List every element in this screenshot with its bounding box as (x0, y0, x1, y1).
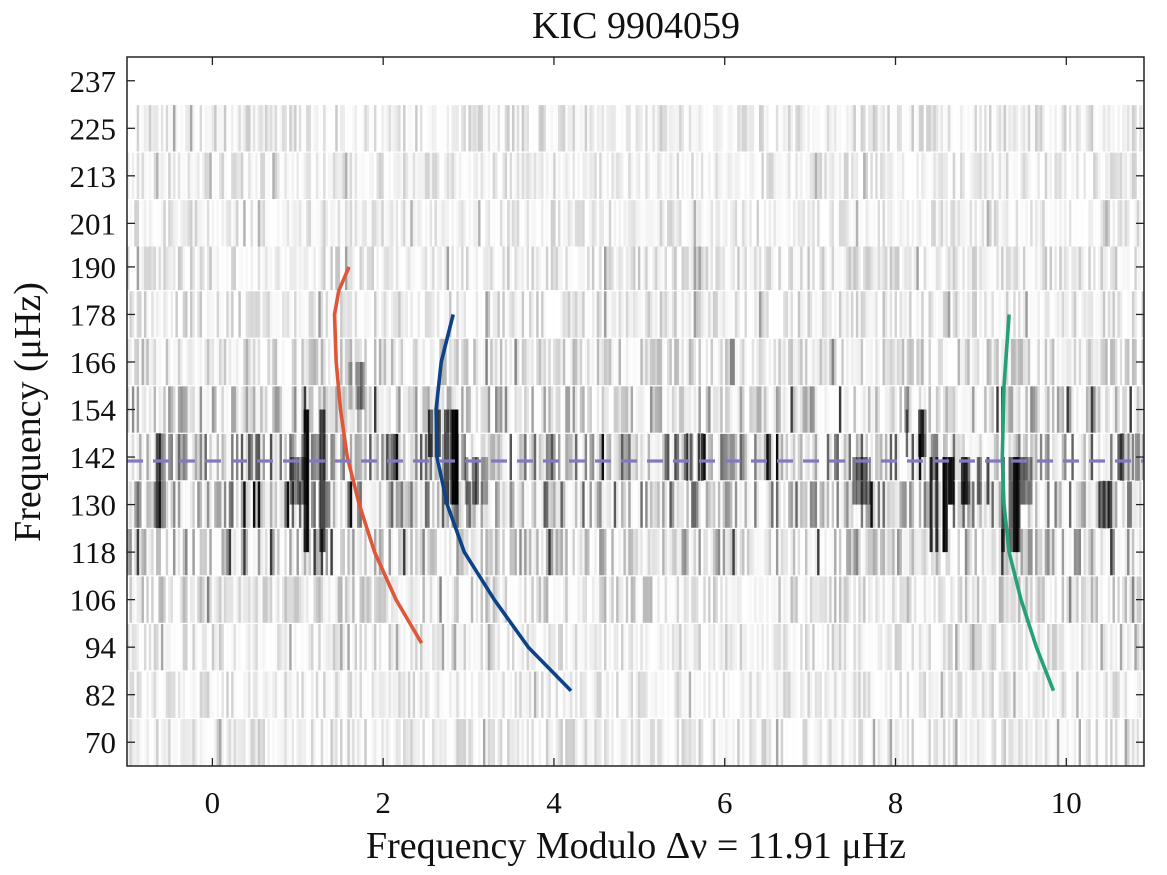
y-axis-ticks: 70 82 94 106 118 130 142 154 166 178 190 201 213 225 2… (70, 64, 1144, 760)
mode-ridge-6 (929, 457, 948, 553)
y-tick-label: 237 (70, 64, 117, 99)
mode-ridge-7 (947, 457, 971, 505)
y-axis-title: Frequency (μHz) (7, 282, 49, 542)
x-tick-label: 10 (1051, 785, 1082, 820)
y-tick-label: 106 (70, 583, 117, 618)
y-tick-label: 82 (85, 678, 116, 713)
echelle-row-225 (127, 105, 1145, 152)
y-tick-label: 154 (70, 393, 117, 428)
mode-ridges (155, 361, 1141, 553)
y-tick-label: 225 (70, 111, 117, 146)
echelle-row-82 (127, 671, 1145, 718)
echelle-row-142 (127, 433, 1145, 481)
ridge-curves (332, 266, 1056, 692)
y-tick-label: 142 (70, 440, 117, 475)
y-tick-label: 94 (85, 630, 117, 665)
y-tick-label: 70 (85, 725, 116, 760)
echelle-row-190 (127, 243, 1145, 291)
x-tick-label: 2 (375, 785, 391, 820)
ridge-curve-3 (1000, 314, 1056, 692)
chart-title: KIC 9904059 (532, 5, 740, 47)
y-tick-label: 190 (70, 250, 117, 285)
echelle-row-166 (127, 338, 1145, 386)
x-tick-label: 0 (205, 785, 221, 820)
plot-frame (126, 56, 1145, 767)
echelle-row-70 (127, 719, 1145, 766)
mode-ridge-1 (289, 457, 309, 505)
echelle-row-130 (127, 481, 1145, 528)
mode-ridge-11 (1019, 457, 1033, 505)
mode-ridge-16 (464, 457, 489, 505)
y-tick-label: 166 (70, 345, 117, 380)
y-tick-label: 118 (71, 535, 116, 570)
ridge-curve-2 (434, 314, 573, 692)
echelle-row-106 (127, 576, 1145, 623)
mode-ridge-8 (905, 409, 927, 458)
x-tick-label: 8 (888, 785, 904, 820)
echelle-heatmap (127, 105, 1145, 766)
echelle-row-154 (127, 386, 1145, 433)
mode-ridge-2 (444, 409, 459, 505)
y-tick-label: 130 (70, 488, 117, 523)
y-tick-label: 201 (70, 206, 117, 241)
x-axis-ticks: 0 2 4 6 8 10 (205, 57, 1082, 820)
y-tick-label: 178 (70, 297, 117, 332)
mode-ridge-12 (1098, 480, 1113, 529)
mode-ridge-14 (155, 433, 166, 529)
mode-ridge-10 (852, 457, 871, 505)
mode-ridge-15 (686, 433, 704, 481)
mode-ridge-9 (976, 457, 990, 505)
x-tick-label: 4 (546, 785, 562, 820)
x-axis-title: Frequency Modulo Δν = 11.91 μHz (366, 825, 906, 867)
y-tick-label: 213 (70, 159, 117, 194)
mode-ridge-4 (348, 361, 365, 410)
echelle-row-118 (127, 528, 1145, 576)
echelle-row-201 (127, 200, 1145, 247)
ridge-curve-1 (332, 266, 424, 645)
echelle-row-178 (127, 291, 1145, 338)
echelle-row-213 (127, 152, 1145, 199)
echelle-row-94 (127, 624, 1145, 671)
x-tick-label: 6 (717, 785, 733, 820)
